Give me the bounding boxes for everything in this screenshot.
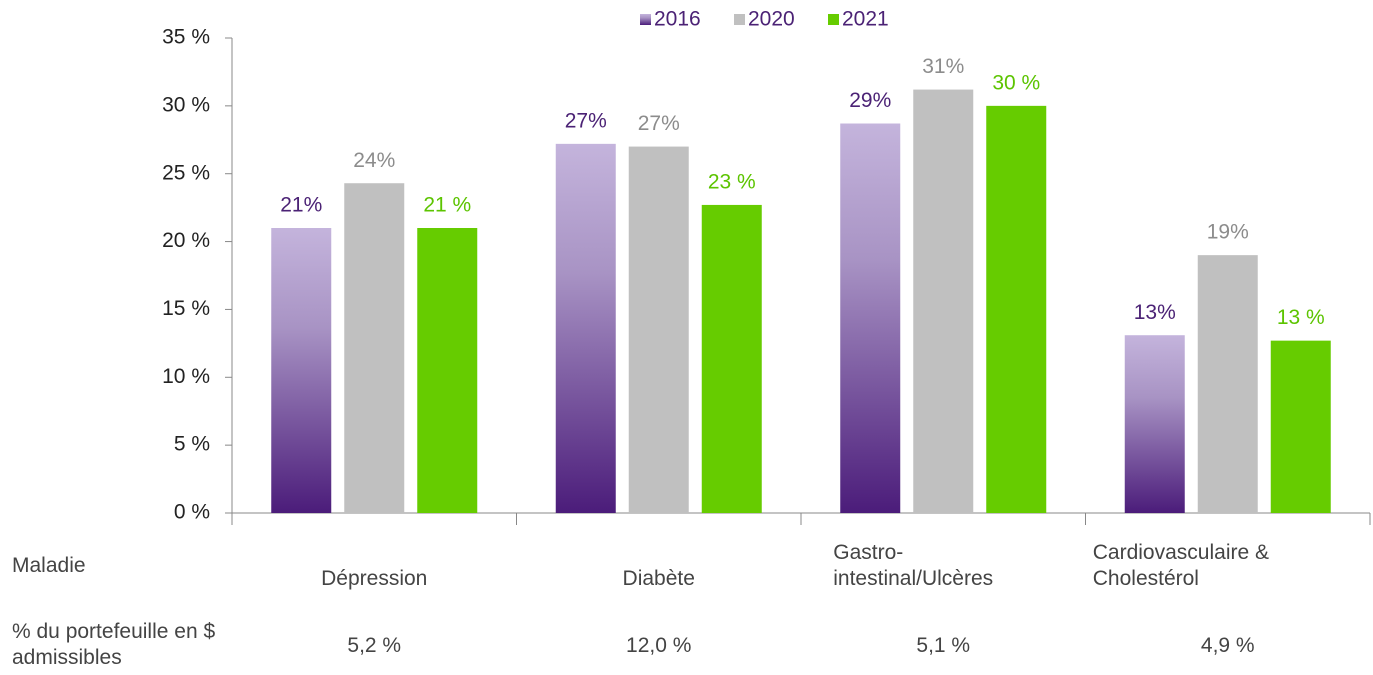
bar [913, 89, 974, 514]
data-label: 24% [353, 149, 395, 172]
category-label: Gastro-intestinal/Ulcères [833, 541, 994, 590]
category-label: Cardiovasculaire & Cholestérol [1092, 541, 1269, 590]
category-label: Diabète [622, 567, 695, 590]
legend-swatch [828, 14, 839, 25]
legend-label: 2021 [842, 8, 889, 31]
data-label: 13 % [1277, 306, 1325, 329]
data-label: 31% [922, 55, 964, 78]
data-label: 29% [849, 89, 891, 112]
data-label: 13% [1134, 301, 1176, 324]
bar [417, 228, 478, 513]
row-label: % du portefeuille en $ admissibles [12, 620, 216, 669]
data-label: 30 % [992, 71, 1040, 94]
y-tick-label: 0 % [174, 501, 210, 524]
bar [1197, 255, 1258, 513]
bar [628, 146, 689, 514]
y-tick-label: 35 % [162, 26, 210, 49]
legend-label: 2020 [748, 8, 795, 31]
row-value: 4,9 % [1200, 634, 1255, 657]
data-label: 19% [1207, 221, 1249, 244]
data-label: 23 % [708, 170, 756, 193]
row-value: 5,2 % [347, 634, 402, 657]
bar [701, 204, 762, 513]
data-label: 21 % [423, 194, 471, 217]
y-tick-label: 15 % [162, 297, 210, 320]
row-value: 5,1 % [916, 634, 971, 657]
bar [986, 105, 1047, 513]
bar [1270, 340, 1331, 513]
bar [840, 123, 901, 513]
legend-swatch [734, 14, 745, 25]
y-tick-label: 5 % [174, 433, 210, 456]
bar [344, 183, 405, 513]
table-header: Maladie [12, 554, 86, 577]
y-tick-label: 30 % [162, 93, 210, 116]
legend-swatch [640, 14, 651, 25]
bar [1124, 335, 1185, 513]
row-value: 12,0 % [626, 634, 692, 657]
bar [271, 228, 332, 513]
data-label: 27% [565, 109, 607, 132]
category-label: Dépression [321, 567, 428, 590]
y-tick-label: 20 % [162, 229, 210, 252]
bar [555, 143, 616, 513]
data-label: 21% [280, 194, 322, 217]
legend-label: 2016 [654, 8, 701, 31]
y-tick-label: 25 % [162, 161, 210, 184]
data-label: 27% [638, 112, 680, 135]
y-tick-label: 10 % [162, 365, 210, 388]
